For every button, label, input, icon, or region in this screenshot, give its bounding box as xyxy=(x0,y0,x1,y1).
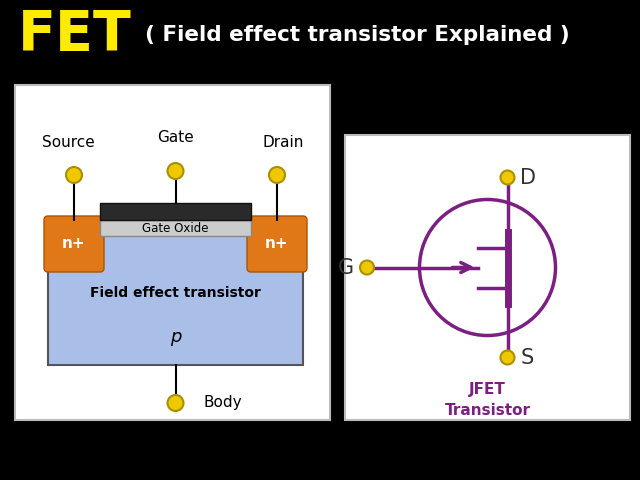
Bar xyxy=(48,220,303,365)
Text: S: S xyxy=(520,348,534,368)
Circle shape xyxy=(269,167,285,183)
Text: G: G xyxy=(338,257,354,277)
Text: Drain: Drain xyxy=(262,135,304,150)
Text: Source: Source xyxy=(42,135,94,150)
Text: ●  field effect transistor construction and applications: ● field effect transistor construction a… xyxy=(15,448,464,466)
Text: Body: Body xyxy=(204,396,242,410)
Text: ( Field effect transistor Explained ): ( Field effect transistor Explained ) xyxy=(145,25,570,45)
Circle shape xyxy=(360,261,374,275)
FancyBboxPatch shape xyxy=(345,135,630,420)
Text: JFET
Transistor: JFET Transistor xyxy=(445,382,531,418)
Text: p: p xyxy=(170,328,181,346)
Text: FET: FET xyxy=(18,8,132,62)
Text: Field effect transistor: Field effect transistor xyxy=(90,286,261,300)
FancyBboxPatch shape xyxy=(247,216,307,272)
Circle shape xyxy=(500,350,515,364)
Circle shape xyxy=(168,395,184,411)
FancyBboxPatch shape xyxy=(44,216,104,272)
Text: n+: n+ xyxy=(62,237,86,252)
FancyBboxPatch shape xyxy=(15,85,330,420)
Text: n+: n+ xyxy=(265,237,289,252)
Text: Gate Oxide: Gate Oxide xyxy=(142,221,209,235)
Circle shape xyxy=(66,167,82,183)
Text: D: D xyxy=(520,168,536,188)
Circle shape xyxy=(168,163,184,179)
Text: Gate: Gate xyxy=(157,130,194,145)
Circle shape xyxy=(500,170,515,184)
Bar xyxy=(100,203,251,220)
Bar xyxy=(100,220,251,236)
